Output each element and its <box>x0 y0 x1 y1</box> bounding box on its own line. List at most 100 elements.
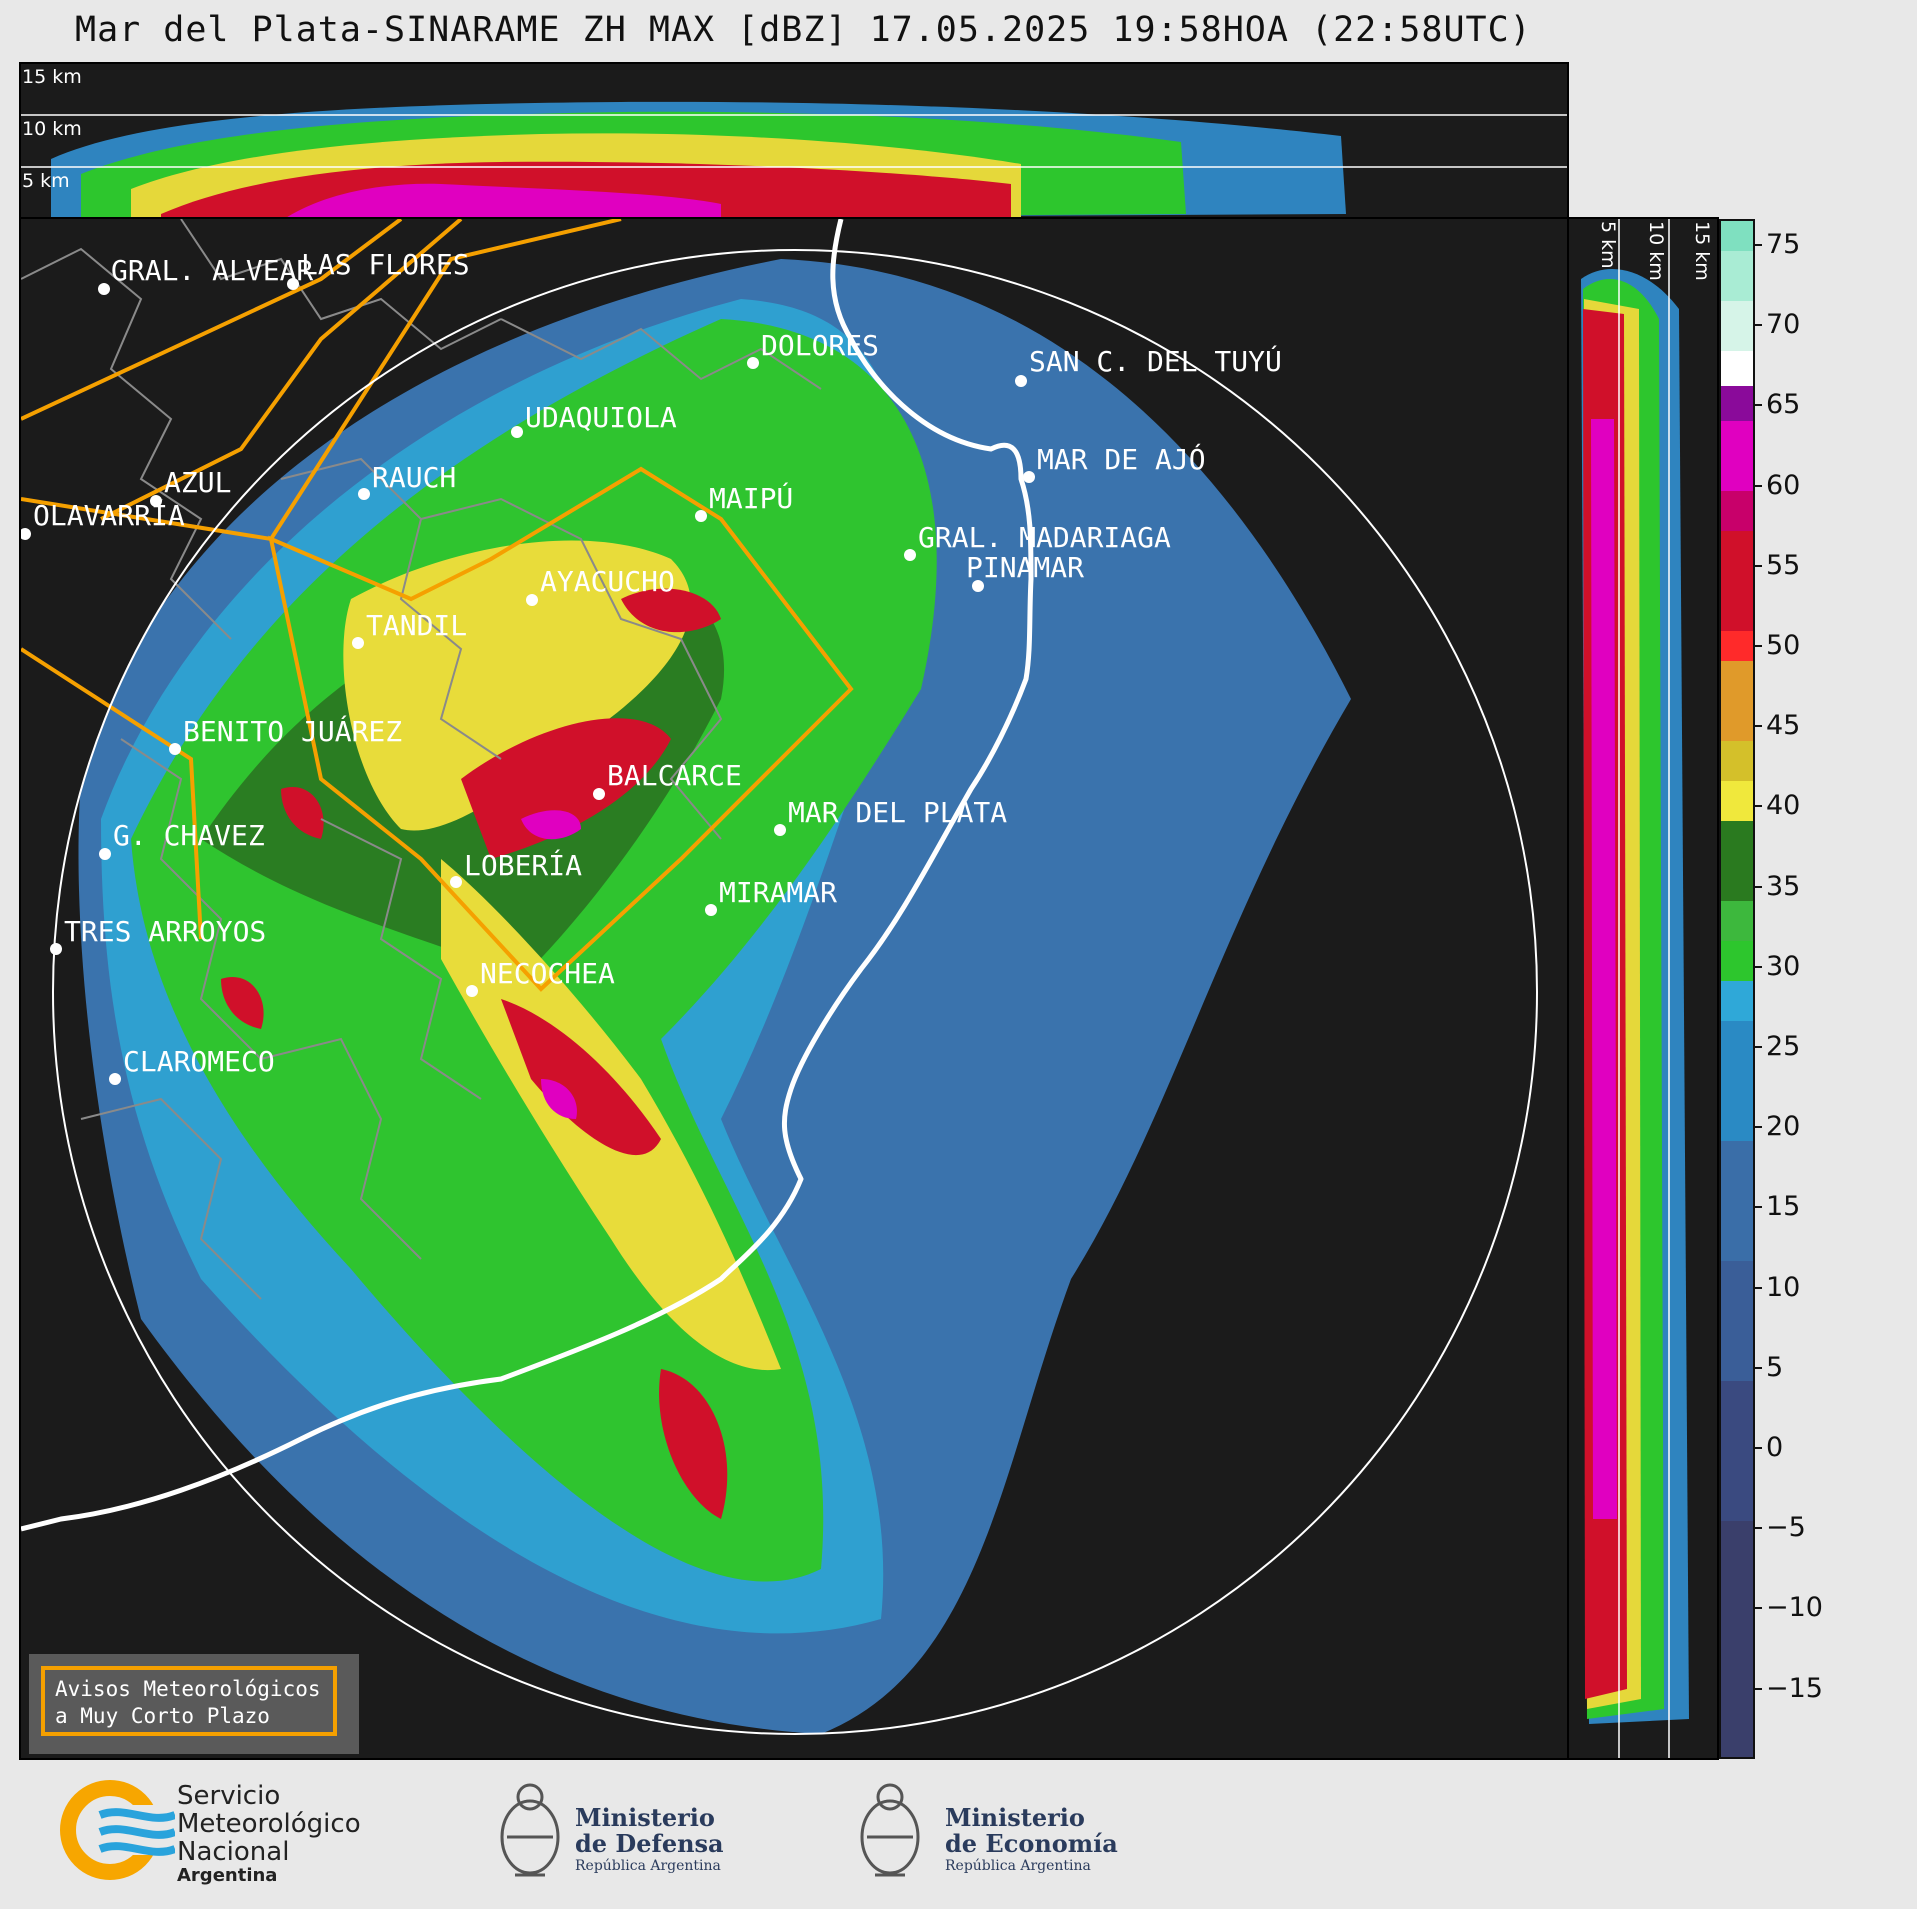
colorbar-tick <box>1754 725 1762 728</box>
city-marker <box>593 788 605 800</box>
colorbar-tick <box>1754 805 1762 808</box>
city-marker <box>99 848 111 860</box>
city-label: OLAVARRÍA <box>33 498 185 532</box>
colorbar-segment <box>1721 251 1753 301</box>
right-cross-section-plot <box>1581 219 1689 1758</box>
city-marker <box>511 426 523 438</box>
aviso-line-2: a Muy Corto Plazo <box>55 1704 270 1728</box>
city-marker <box>169 743 181 755</box>
warning-polygon <box>21 219 403 421</box>
km-label-15: 15 km <box>1691 221 1713 281</box>
city-label: MIRAMAR <box>719 876 837 909</box>
city-marker <box>21 528 31 540</box>
colorbar-segment <box>1721 821 1753 901</box>
district-boundary <box>420 497 723 840</box>
warning-polygons <box>21 219 854 992</box>
colorbar-segment <box>1721 221 1753 251</box>
colorbar-tick-label: 25 <box>1766 1031 1801 1062</box>
city-markers <box>21 278 1035 1085</box>
km-label-15: 15 km <box>22 66 82 88</box>
echo-magenta-core-1 <box>521 810 581 840</box>
colorbar-tick <box>1754 645 1762 647</box>
colorbar-segment <box>1721 631 1753 661</box>
defensa-line-2: de Defensa <box>575 1829 724 1858</box>
economia-line-1: Ministerio <box>945 1803 1085 1832</box>
colorbar-segment <box>1721 781 1753 821</box>
colorbar-tick-label: 65 <box>1766 389 1801 421</box>
warning-polygon <box>100 219 463 521</box>
colorbar-tick-label: −5 <box>1766 1512 1806 1544</box>
city-label: DOLORES <box>761 329 879 362</box>
city-label: CLAROMECO <box>123 1045 275 1078</box>
smn-line-4: Argentina <box>177 1865 278 1886</box>
echo-red-core-6 <box>221 977 264 1029</box>
colorbar-tick-label: 45 <box>1766 710 1801 742</box>
city-label: SAN C. DEL TUYÚ <box>1029 344 1282 378</box>
district-boundary <box>260 1037 422 1260</box>
colorbar <box>1719 219 1755 1759</box>
colorbar-tick <box>1754 1366 1762 1369</box>
city-label: BENITO JUÁREZ <box>183 714 402 748</box>
colorbar-tick-label: −15 <box>1766 1672 1823 1704</box>
colorbar-segment <box>1721 421 1753 491</box>
city-label: NECOCHEA <box>480 957 615 990</box>
city-marker <box>774 824 786 836</box>
colorbar-tick-label: 0 <box>1766 1432 1784 1463</box>
echo-red-core-3 <box>659 1369 728 1519</box>
warning-polygon <box>268 466 854 992</box>
national-coat-of-arms-icon <box>500 1783 560 1877</box>
colorbar-tick-label: 50 <box>1766 630 1801 661</box>
aviso-frame: Avisos Meteorológicos a Muy Corto Plazo <box>41 1666 337 1736</box>
city-label: UDAQUIOLA <box>525 401 677 434</box>
aviso-line-1: Avisos Meteorológicos <box>55 1677 321 1701</box>
colorbar-tick-label: 10 <box>1766 1271 1801 1303</box>
colorbar-tick-label: 35 <box>1766 870 1801 902</box>
right-cross-section-panel: 5 km 10 km 15 km <box>1567 217 1719 1760</box>
km-label-10: 10 km <box>1645 221 1667 281</box>
district-boundary <box>320 818 482 1100</box>
national-coat-of-arms-icon <box>860 1783 920 1877</box>
district-boundary <box>280 457 502 760</box>
economia-logo: Ministerio de Economía República Argenti… <box>855 1775 1145 1895</box>
city-label: PINAMAR <box>966 551 1084 584</box>
echo-magenta <box>1591 419 1617 1519</box>
colorbar-segment <box>1721 491 1753 531</box>
colorbar-tick <box>1754 965 1762 968</box>
city-marker <box>466 985 478 997</box>
colorbar-tick-label: 60 <box>1766 469 1801 501</box>
city-marker <box>904 549 916 561</box>
city-label: BALCARCE <box>607 759 742 792</box>
defensa-logo: Ministerio de Defensa República Argentin… <box>495 1775 755 1895</box>
colorbar-segment <box>1721 386 1753 421</box>
city-marker <box>1023 471 1035 483</box>
echo-red-core-5 <box>281 787 324 839</box>
city-label: G. CHAVEZ <box>113 819 265 852</box>
radar-map-panel: GRAL. ALVEAR LAS FLORES DOLORES SAN C. DEL … <box>19 217 1569 1760</box>
coastline <box>21 219 1034 1532</box>
city-marker <box>1015 375 1027 387</box>
echo-red-core-2 <box>501 999 661 1156</box>
city-label: GRAL. MADARIAGA <box>918 521 1171 554</box>
city-label: AYACUCHO <box>540 565 675 598</box>
colorbar-tick-label: 75 <box>1766 229 1801 260</box>
city-label: AZUL <box>164 466 231 499</box>
echo-red-core-4 <box>621 588 721 633</box>
colorbar-tick <box>1754 885 1762 888</box>
colorbar-segment <box>1721 1521 1753 1757</box>
city-label: GRAL. ALVEAR <box>111 254 313 287</box>
district-boundary <box>180 219 502 351</box>
city-label: TRES ARROYOS <box>64 915 266 948</box>
colorbar-tick <box>1754 324 1762 327</box>
colorbar-tick <box>1754 1607 1762 1610</box>
top-cross-section-plot <box>21 101 1567 217</box>
city-label: MAIPÚ <box>709 481 793 515</box>
city-label: RAUCH <box>372 461 456 494</box>
colorbar-tick-label: 5 <box>1766 1351 1784 1383</box>
smn-logo: Servicio Meteorológico Nacional Argentin… <box>55 1780 385 1890</box>
colorbar-tick-label: 40 <box>1766 790 1801 822</box>
colorbar-tick <box>1754 484 1762 487</box>
city-label: TANDIL <box>366 609 467 642</box>
echo-yellow-band <box>343 540 691 831</box>
